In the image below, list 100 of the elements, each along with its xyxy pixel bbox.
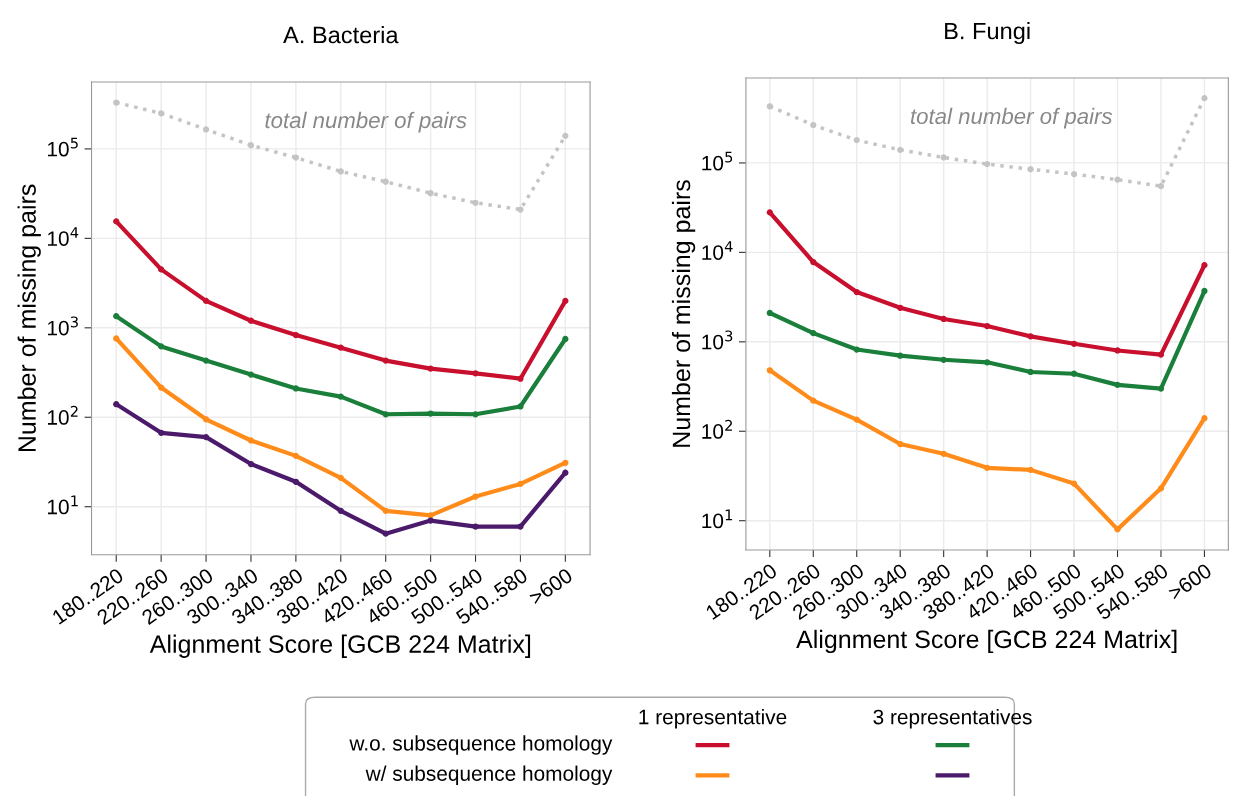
- y-axis-title: Number of missing pairs: [671, 180, 696, 447]
- text: 3 representatives: [873, 709, 1032, 729]
- point: [113, 218, 120, 225]
- point: [427, 517, 434, 524]
- point: [766, 209, 773, 216]
- point: [897, 440, 904, 448]
- point: [1027, 466, 1034, 474]
- annotation: total number of pairs: [265, 111, 467, 133]
- point: [202, 297, 210, 305]
- point: [158, 110, 165, 117]
- point: [562, 297, 569, 305]
- point: [517, 403, 524, 410]
- y-tick-label: 10$^{3}$: [702, 330, 733, 350]
- point: [562, 132, 569, 139]
- point: [1027, 368, 1034, 376]
- y-tick-label: 10$^{4}$: [702, 241, 733, 260]
- point: [897, 304, 904, 311]
- point: [472, 411, 479, 418]
- point: [1201, 415, 1208, 422]
- point: [1157, 183, 1165, 190]
- point: [940, 154, 947, 161]
- point: [113, 335, 120, 342]
- point: [472, 493, 479, 500]
- point: [517, 206, 524, 213]
- point: [427, 365, 434, 372]
- point: [472, 199, 479, 206]
- point: [382, 357, 389, 364]
- point: [1201, 95, 1208, 102]
- point: [810, 121, 817, 129]
- point: [113, 401, 120, 408]
- point: [247, 437, 255, 444]
- y-tick-label: 10$^{5}$: [47, 137, 78, 157]
- point: [1157, 485, 1165, 492]
- point: [1114, 176, 1121, 183]
- point: [562, 469, 569, 476]
- point: [202, 357, 210, 364]
- point: [1027, 166, 1034, 173]
- point: [984, 464, 991, 471]
- point: [292, 154, 300, 161]
- point: [766, 367, 773, 374]
- point: [766, 103, 773, 110]
- point: [562, 335, 569, 343]
- point: [382, 411, 389, 418]
- point: [337, 344, 344, 351]
- point: [158, 429, 165, 436]
- chart-title: B. Fungi: [945, 22, 1030, 45]
- point: [984, 160, 991, 168]
- point: [984, 359, 991, 366]
- y-tick-label: 10$^{1}$: [702, 509, 733, 529]
- point: [202, 126, 210, 133]
- point: [940, 315, 947, 323]
- point: [382, 507, 389, 514]
- point: [292, 452, 300, 460]
- text: w/ subsequence homology: [365, 765, 613, 786]
- annotation: total number of pairs: [910, 107, 1113, 129]
- point: [853, 136, 860, 144]
- y-axis-title: Number of missing pairs: [17, 184, 41, 452]
- point: [1070, 480, 1078, 487]
- point: [810, 330, 817, 337]
- point: [427, 190, 434, 197]
- point: [562, 459, 569, 466]
- point: [382, 178, 389, 185]
- point: [292, 331, 300, 339]
- point: [810, 258, 817, 266]
- point: [158, 266, 165, 273]
- point: [940, 356, 947, 363]
- point: [853, 416, 860, 423]
- y-tick-label: 10$^{1}$: [47, 495, 78, 515]
- y-tick-label: 10$^{3}$: [47, 316, 78, 336]
- point: [247, 371, 255, 378]
- point: [158, 384, 165, 391]
- point: [247, 317, 255, 324]
- x-axis-title: Alignment Score [GCB 224 Matrix]: [796, 629, 1177, 654]
- point: [292, 385, 300, 392]
- point: [472, 370, 479, 377]
- y-tick-label: 10$^{5}$: [702, 151, 733, 171]
- x-axis-title: Alignment Score [GCB 224 Matrix]: [149, 634, 531, 658]
- y-tick-label: 10$^{2}$: [702, 419, 732, 439]
- point: [158, 343, 165, 350]
- text: w.o. subsequence homology: [349, 735, 613, 755]
- point: [1114, 347, 1121, 354]
- point: [810, 397, 817, 404]
- y-tick-label: 10$^{2}$: [47, 405, 78, 425]
- point: [897, 352, 904, 359]
- point: [1201, 262, 1208, 269]
- point: [1070, 370, 1078, 377]
- point: [202, 416, 210, 423]
- point: [113, 99, 120, 106]
- point: [984, 322, 991, 330]
- point: [1027, 333, 1034, 340]
- point: [427, 512, 434, 519]
- x-tick-label: >600: [1167, 562, 1213, 601]
- point: [766, 309, 773, 317]
- point: [1157, 351, 1165, 358]
- point: [517, 480, 524, 488]
- text: 1 representative: [639, 709, 787, 729]
- point: [1114, 381, 1121, 389]
- point: [427, 410, 434, 417]
- point: [382, 530, 389, 537]
- point: [472, 523, 479, 530]
